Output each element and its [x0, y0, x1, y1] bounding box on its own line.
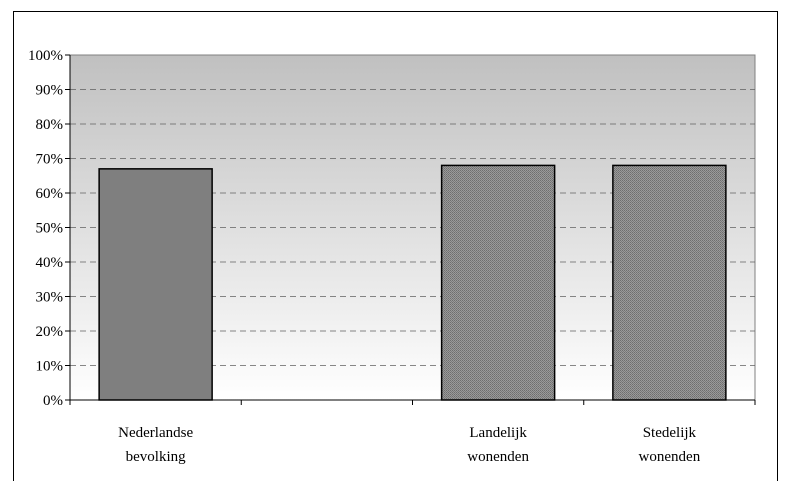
category-label: wonenden: [467, 449, 529, 465]
y-tick-label: 90%: [36, 83, 64, 99]
bars: [98, 164, 727, 401]
y-tick-label: 0%: [43, 393, 63, 409]
category-labels: Nederlandse bevolking Landelijk wonenden Ste…: [118, 425, 701, 465]
y-tick-label: 80%: [36, 117, 64, 133]
chart-frame: [13, 11, 778, 481]
category-label: Landelijk: [469, 425, 527, 441]
x-axis-ticks: [69, 400, 756, 405]
bar: [98, 168, 213, 401]
category-label: Nederlandse: [118, 425, 193, 441]
category-label: Stedelijk: [643, 425, 697, 441]
bar: [612, 164, 727, 401]
category-label: bevolking: [126, 449, 186, 465]
category-label: wonenden: [639, 449, 701, 465]
bar: [440, 164, 556, 401]
y-tick-label: 60%: [36, 186, 64, 202]
y-tick-label: 40%: [36, 255, 64, 271]
y-tick-label: 30%: [36, 290, 64, 306]
y-tick-label: 10%: [36, 359, 64, 375]
y-tick-label: 100%: [28, 48, 63, 64]
y-tick-label: 50%: [36, 221, 64, 237]
y-axis-ticks: 0% 10% 20% 30% 40% 50% 60% 70% 80% 90% 100%: [28, 48, 70, 409]
y-tick-label: 70%: [36, 152, 64, 168]
y-tick-label: 20%: [36, 324, 64, 340]
